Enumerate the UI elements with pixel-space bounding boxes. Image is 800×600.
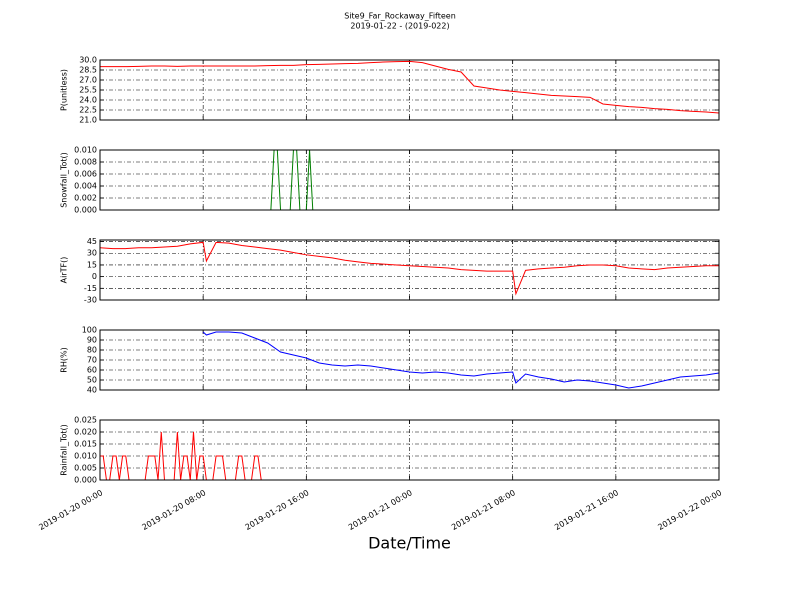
data-line xyxy=(100,431,719,481)
y-tick-label: 0.005 xyxy=(74,464,97,473)
y-tick-label: 50 xyxy=(87,376,97,385)
y-axis-label: Snowfall_Tot() xyxy=(60,152,69,208)
y-tick-label: 0.004 xyxy=(74,182,97,191)
y-tick-label: 25.5 xyxy=(79,86,97,95)
y-axis-label: P(unitless) xyxy=(60,69,69,111)
y-tick-label: 0.008 xyxy=(74,158,97,167)
axes-frame xyxy=(99,329,720,391)
y-tick-label: 0.000 xyxy=(74,476,97,485)
chart-subtitle: 2019-01-22 - (2019-022) xyxy=(350,22,449,31)
y-tick-label: 0.006 xyxy=(74,170,97,179)
axes-frame xyxy=(99,239,720,301)
y-tick-label: 21.0 xyxy=(79,116,97,125)
y-tick-label: 60 xyxy=(87,366,97,375)
x-axis-label: Date/Time xyxy=(368,534,451,553)
y-tick-label: 30 xyxy=(87,249,97,258)
y-tick-label: 15 xyxy=(87,260,97,269)
chart-title: Site9_Far_Rockaway_Fifteen xyxy=(344,12,456,21)
y-tick-label: 100 xyxy=(82,326,97,335)
y-tick-label: 80 xyxy=(87,346,97,355)
y-tick-label: 30.0 xyxy=(79,56,97,65)
y-tick-label: -30 xyxy=(84,296,97,305)
y-tick-label: 28.5 xyxy=(79,66,97,75)
axes-frame xyxy=(99,149,720,211)
y-tick-label: 24.0 xyxy=(79,96,97,105)
data-line xyxy=(100,60,719,114)
y-tick-label: 40 xyxy=(87,386,97,395)
axes-frame xyxy=(99,419,720,481)
y-axis-label: AirTF() xyxy=(60,257,69,284)
y-tick-label: 27.0 xyxy=(79,76,97,85)
y-tick-label: 90 xyxy=(87,336,97,345)
axes-frame xyxy=(99,59,720,121)
y-tick-label: 0.020 xyxy=(74,428,97,437)
y-tick-label: 45 xyxy=(87,237,97,246)
y-tick-label: 70 xyxy=(87,356,97,365)
y-tick-label: 0.010 xyxy=(74,146,97,155)
y-tick-label: 0.000 xyxy=(74,206,97,215)
y-tick-label: 0.010 xyxy=(74,452,97,461)
y-tick-label: 22.5 xyxy=(79,106,97,115)
y-tick-label: 0.025 xyxy=(74,416,97,425)
y-axis-label: Rainfall_Tot() xyxy=(60,424,69,476)
data-line xyxy=(100,241,719,296)
y-tick-label: 0.015 xyxy=(74,440,97,449)
y-tick-label: -15 xyxy=(84,284,97,293)
data-line xyxy=(202,331,719,389)
y-axis-label: RH(%) xyxy=(60,347,69,372)
y-tick-label: 0.002 xyxy=(74,194,97,203)
y-tick-label: 0 xyxy=(92,272,97,281)
